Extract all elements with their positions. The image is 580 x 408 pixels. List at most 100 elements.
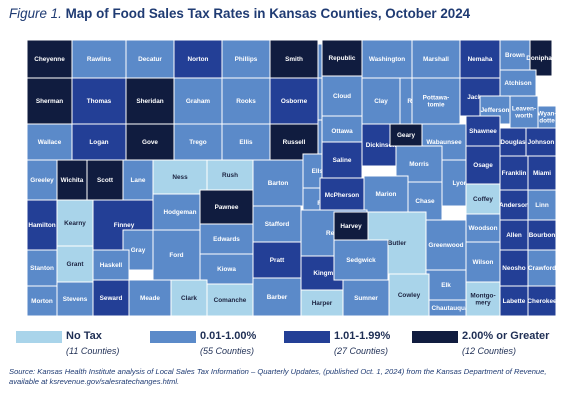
- county-label: Dickinson: [366, 142, 397, 149]
- county-hodgeman: Hodgeman: [152, 193, 208, 231]
- county-clay: Clay: [361, 77, 401, 125]
- county-label: Anderson: [499, 202, 529, 209]
- county-rawlins: Rawlins: [71, 39, 127, 79]
- county-label: Wallace: [38, 139, 62, 146]
- county-mcpherson: McPherson: [319, 177, 365, 213]
- county-label: Clay: [374, 98, 388, 105]
- county-shape: [152, 159, 208, 195]
- county-wilson: Wilson: [465, 241, 501, 283]
- legend-count-no-tax: (11 Counties): [66, 346, 120, 356]
- county-label: Grant: [66, 261, 84, 268]
- county-ellis: Ellis: [221, 123, 271, 161]
- county-label: Stevens: [63, 296, 88, 303]
- county-label: Osborne: [281, 98, 308, 105]
- county-haskell: Haskell: [92, 249, 130, 281]
- county-label: Crawford: [528, 265, 556, 272]
- county-shape: [499, 155, 529, 191]
- county-greenwood: Greenwood: [425, 219, 467, 271]
- county-label: Greeley: [30, 177, 54, 184]
- county-label: Meade: [140, 295, 160, 302]
- county-label: Butler: [388, 240, 407, 247]
- county-stafford: Stafford: [252, 205, 302, 243]
- county-label: Decatur: [138, 56, 162, 63]
- county-label: Hodgeman: [163, 209, 196, 216]
- county-shape: [321, 39, 363, 77]
- county-label: Atchison: [504, 80, 531, 87]
- county-shape: [525, 127, 557, 157]
- county-linn: Linn: [527, 189, 557, 221]
- county-clark: Clark: [170, 279, 208, 317]
- county-shape: [26, 77, 73, 125]
- county-label: Scott: [97, 177, 114, 184]
- county-label: Washington: [369, 56, 405, 63]
- county-label: Wabaunsee: [426, 139, 462, 146]
- county-greeley: Greeley: [26, 159, 58, 201]
- county-shape: [465, 145, 501, 185]
- county-label: Pottawa-: [423, 95, 450, 102]
- county-label: Graham: [186, 98, 210, 105]
- county-sumner: Sumner: [342, 279, 390, 317]
- county-label: Russell: [283, 139, 306, 146]
- county-label: Barton: [268, 180, 289, 187]
- county-label: Rawlins: [87, 56, 112, 63]
- county-hamilton: Hamilton: [26, 199, 58, 251]
- county-label: Logan: [89, 139, 108, 146]
- county-shape: [388, 273, 430, 317]
- county-label: Smith: [285, 56, 303, 63]
- county-shape: [342, 279, 390, 317]
- county-label: Kingman: [313, 270, 340, 277]
- county-label: Stanton: [30, 265, 54, 272]
- county-label: Pawnee: [215, 204, 239, 211]
- legend-count-high: (12 Counties): [462, 346, 517, 356]
- county-grant: Grant: [56, 245, 94, 283]
- county-label: Jefferson: [481, 107, 510, 114]
- county-shape: [152, 193, 208, 231]
- county-label: Miami: [533, 170, 551, 177]
- county-cheyenne: Cheyenne: [26, 39, 73, 79]
- county-label: worth: [514, 113, 532, 120]
- county-label: Elk: [441, 282, 451, 289]
- legend-swatch-low: [150, 331, 196, 343]
- county-label: Montgo-: [470, 293, 495, 300]
- legend-swatch-high: [412, 331, 458, 343]
- county-shape: [128, 279, 172, 317]
- county-label: Stafford: [265, 221, 290, 228]
- county-scott: Scott: [86, 159, 124, 201]
- county-label: Kearny: [64, 220, 86, 227]
- county-label: Franklin: [502, 170, 527, 177]
- county-atchison: Atchison: [499, 69, 537, 97]
- county-label: McPherson: [325, 192, 360, 199]
- county-barton: Barton: [252, 159, 304, 207]
- county-shape: [92, 279, 130, 317]
- county-shape: [71, 77, 127, 125]
- county-label: Wilson: [473, 259, 494, 266]
- county-pottawa-tomie: Pottawa-tomie: [411, 77, 461, 125]
- county-label: Ottawa: [331, 128, 353, 135]
- county-shape: [499, 219, 529, 251]
- county-shape: [125, 77, 175, 125]
- county-marion: Marion: [363, 175, 409, 213]
- county-label: Hamilton: [28, 222, 55, 229]
- county-rush: Rush: [206, 159, 254, 191]
- county-label: Cloud: [333, 93, 351, 100]
- county-stanton: Stanton: [26, 249, 58, 287]
- county-label: Chase: [415, 198, 435, 205]
- county-shape: [465, 241, 501, 283]
- county-shape: [300, 289, 344, 317]
- county-ottawa: Ottawa: [321, 115, 363, 147]
- county-cloud: Cloud: [321, 75, 363, 117]
- county-stevens: Stevens: [56, 281, 94, 317]
- county-pawnee: Pawnee: [199, 189, 254, 225]
- county-shape: [321, 75, 363, 117]
- county-harvey: Harvey: [333, 211, 369, 241]
- county-norton: Norton: [173, 39, 223, 79]
- county-shape: [527, 249, 557, 287]
- county-geary: Geary: [389, 123, 423, 147]
- county-label: Sherman: [36, 98, 63, 105]
- map-title: Figure 1. Map of Food Sales Tax Rates in…: [9, 6, 574, 21]
- county-label: Linn: [535, 202, 549, 209]
- county-doniphan: Doniphan: [526, 39, 556, 77]
- county-wallace: Wallace: [26, 123, 73, 161]
- county-shape: [527, 219, 557, 251]
- county-shape: [269, 77, 319, 125]
